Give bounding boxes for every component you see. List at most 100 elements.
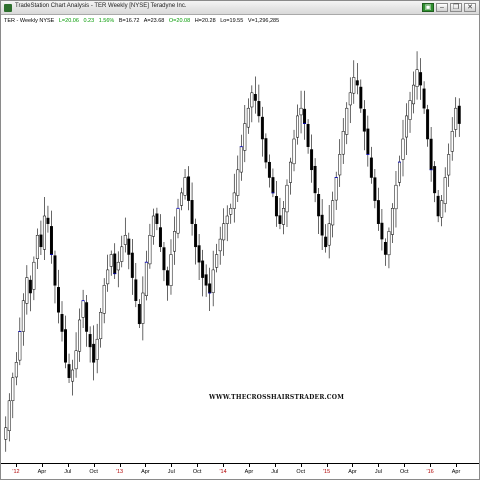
candle-body bbox=[387, 231, 391, 256]
candle-body bbox=[376, 200, 380, 224]
candle-body bbox=[313, 165, 317, 194]
candle-body bbox=[39, 234, 43, 248]
candle-body bbox=[173, 231, 176, 252]
candle-body bbox=[116, 261, 120, 271]
candle-body bbox=[264, 138, 268, 163]
minimize-button[interactable]: – bbox=[436, 3, 448, 12]
green-app-button[interactable]: ▣ bbox=[422, 3, 434, 12]
candlestick bbox=[383, 238, 387, 266]
close-button[interactable]: ✕ bbox=[464, 3, 476, 12]
candlestick bbox=[426, 104, 430, 147]
candlestick bbox=[264, 133, 268, 169]
candle-body bbox=[405, 115, 408, 138]
time-axis-tick bbox=[326, 464, 328, 467]
time-axis-label: Apr bbox=[141, 469, 150, 475]
candlestick bbox=[390, 203, 394, 244]
candlestick bbox=[324, 224, 328, 253]
candlestick bbox=[278, 197, 282, 230]
candle-body bbox=[134, 279, 138, 301]
candle-body bbox=[362, 109, 366, 132]
candlestick bbox=[120, 235, 124, 268]
candlestick bbox=[401, 119, 405, 177]
candlestick bbox=[211, 250, 215, 307]
candle-body bbox=[14, 362, 18, 378]
time-axis-tick bbox=[300, 464, 302, 467]
candlestick bbox=[208, 267, 212, 311]
restore-button[interactable]: ❐ bbox=[450, 3, 462, 12]
candle-body bbox=[169, 254, 173, 286]
candlestick bbox=[134, 263, 138, 308]
candlestick bbox=[21, 293, 25, 346]
percent-change: 1.56% bbox=[98, 18, 115, 24]
title-bar[interactable]: TradeStation Chart Analysis - TER Weekly… bbox=[1, 1, 479, 15]
candle-body bbox=[440, 200, 444, 218]
time-axis-label: Apr bbox=[348, 469, 357, 475]
candlestick bbox=[366, 115, 370, 167]
time-axis: '12 Apr Jul Oct '13 Apr Jul Oct '14 Apr Jul Oct '15 A… bbox=[1, 463, 479, 480]
candle-body bbox=[85, 302, 89, 332]
time-axis-label: '14 bbox=[219, 469, 227, 475]
candlestick bbox=[331, 191, 335, 238]
candlestick bbox=[387, 227, 391, 269]
candle-body bbox=[113, 253, 117, 274]
candle-body bbox=[246, 107, 250, 128]
candlestick bbox=[260, 106, 264, 157]
time-axis-tick bbox=[352, 464, 354, 467]
time-axis-tick bbox=[16, 464, 17, 467]
candlestick bbox=[362, 100, 366, 151]
window-controls: ▣ – ❐ ✕ bbox=[422, 3, 476, 12]
candlestick bbox=[204, 264, 208, 297]
candlestick bbox=[415, 51, 419, 100]
time-axis-tick bbox=[456, 464, 457, 467]
candle-body bbox=[331, 200, 335, 226]
time-axis-label: '12 bbox=[12, 469, 20, 475]
candle-body bbox=[341, 131, 345, 155]
candle-body bbox=[299, 107, 303, 116]
time-axis-tick bbox=[404, 464, 406, 467]
candlestick bbox=[95, 323, 99, 374]
candlestick bbox=[99, 308, 103, 348]
time-axis-tick bbox=[145, 464, 147, 467]
candle-body bbox=[99, 312, 103, 340]
candlestick bbox=[169, 239, 173, 295]
candle-body bbox=[327, 223, 331, 246]
candle-body bbox=[345, 107, 349, 135]
candle-body bbox=[11, 377, 15, 402]
candlestick bbox=[355, 63, 359, 95]
candlestick bbox=[155, 207, 159, 231]
candle-body bbox=[239, 146, 243, 173]
candlestick bbox=[348, 77, 352, 124]
candlestick bbox=[436, 190, 440, 223]
candlestick bbox=[60, 301, 64, 342]
candlestick bbox=[39, 220, 43, 255]
candle-body bbox=[155, 213, 159, 224]
candle-body bbox=[457, 105, 461, 124]
candlestick bbox=[376, 187, 380, 231]
time-axis-label: '15 bbox=[322, 469, 331, 475]
candle-body bbox=[292, 138, 296, 165]
candle-body bbox=[412, 84, 416, 105]
candlestick bbox=[67, 353, 71, 383]
candle-body bbox=[102, 285, 106, 314]
candlestick bbox=[53, 250, 57, 304]
candle-body bbox=[281, 208, 285, 225]
candlestick bbox=[253, 76, 257, 114]
last-price: L=20.06 bbox=[58, 18, 79, 24]
candlestick bbox=[412, 71, 416, 114]
candlestick bbox=[144, 250, 148, 301]
candle-body bbox=[57, 287, 60, 313]
time-axis-tick bbox=[223, 464, 225, 467]
candle-body bbox=[447, 154, 451, 176]
candlestick bbox=[359, 79, 363, 113]
candlestick bbox=[14, 352, 18, 386]
candlestick bbox=[267, 154, 271, 188]
candle-body bbox=[158, 227, 162, 248]
candlestick bbox=[281, 201, 285, 235]
candle-body bbox=[194, 224, 198, 248]
candlestick bbox=[310, 134, 314, 183]
candle-body bbox=[394, 184, 398, 210]
candle-body bbox=[144, 261, 148, 296]
candle-body bbox=[148, 235, 152, 265]
price-chart[interactable] bbox=[1, 27, 479, 463]
